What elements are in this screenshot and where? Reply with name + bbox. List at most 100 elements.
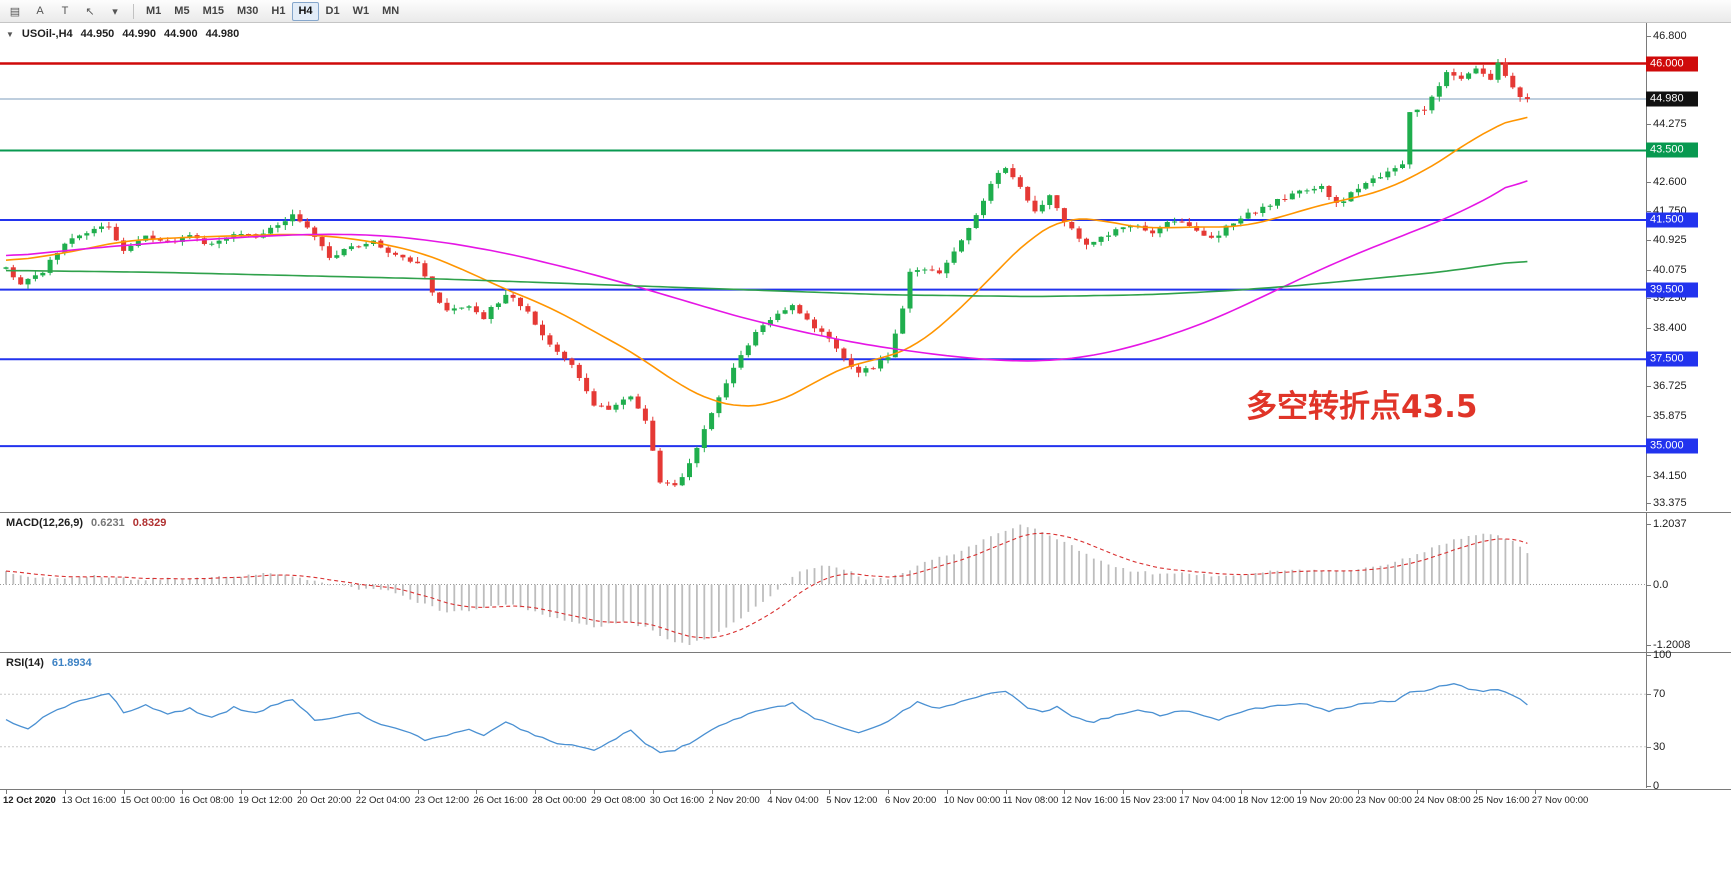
rsi-name: RSI(14) [6, 657, 44, 669]
time-label: 15 Oct 00:00 [120, 795, 175, 806]
macd-canvas[interactable] [0, 513, 1646, 652]
macd-name: MACD(12,26,9) [6, 517, 84, 529]
rsi-label: RSI(14) 61.8934 [6, 657, 92, 669]
time-tick [6, 790, 7, 794]
axis-tick-label: 40.075 [1646, 263, 1687, 276]
time-tick [1534, 790, 1536, 794]
chart-window-icon[interactable]: ▤ [9, 5, 21, 18]
time-label: 19 Oct 12:00 [238, 795, 293, 806]
time-tick [241, 790, 243, 794]
macd-main-value: 0.6231 [91, 517, 125, 529]
time-tick [1123, 790, 1125, 794]
axis-tick-label: 0.0 [1645, 578, 1669, 591]
axis-tick-label: 70 [1645, 688, 1666, 701]
price-badge: 41.500 [1646, 212, 1698, 228]
time-tick [1064, 790, 1066, 794]
line-tools-icon[interactable]: ↖ [85, 5, 95, 18]
time-tick [829, 790, 831, 794]
chart-annotation-text[interactable]: 多空转折点43.5 [1246, 389, 1478, 425]
time-label: 13 Oct 16:00 [61, 795, 117, 806]
time-label: 22 Oct 04:00 [355, 795, 411, 806]
price-badge: 44.980 [1646, 91, 1698, 107]
macd-signal-value: 0.8329 [132, 517, 167, 529]
time-tick [535, 790, 537, 794]
timeframe-mn[interactable]: MN [382, 5, 400, 17]
timeframe-h1[interactable]: H1 [271, 5, 286, 17]
time-label: 5 Nov 12:00 [826, 795, 878, 806]
open-value: 44.950 [80, 28, 115, 40]
time-tick [123, 790, 125, 794]
timeframe-w1[interactable]: W1 [352, 5, 370, 17]
timeframe-d1[interactable]: D1 [325, 5, 340, 17]
axis-tick-label: 44.275 [1646, 117, 1687, 130]
time-label: 20 Oct 20:00 [297, 795, 352, 806]
time-label: 16 Oct 08:00 [179, 795, 234, 806]
timeframe-m5[interactable]: M5 [174, 5, 190, 17]
time-label: 28 Oct 00:00 [532, 795, 587, 806]
axis-tick-label: 33.375 [1646, 496, 1687, 509]
time-tick [888, 790, 889, 794]
axis-tick-label: 42.600 [1646, 175, 1687, 188]
time-tick [476, 790, 478, 794]
time-tick [1358, 790, 1360, 794]
quick-trade-collapse-icon[interactable]: ▼ [6, 29, 14, 39]
chart-ohlc-title: ▼ USOil-,H4 44.950 44.990 44.900 44.980 [6, 28, 239, 40]
timeframe-buttons: M1 M5 M15 M30 H1 H4 D1 W1 MN [140, 1, 405, 21]
time-label: 30 Oct 16:00 [649, 795, 705, 806]
axis-tick-label: 0 [1645, 780, 1660, 792]
time-label: 11 Nov 08:00 [1002, 795, 1059, 806]
rsi-axis[interactable]: 100 70 30 0 [1645, 649, 1731, 792]
price-chart-canvas[interactable] [0, 23, 1646, 511]
time-tick [300, 790, 301, 794]
time-axis[interactable]: 12 Oct 2020 13 Oct 16:00 15 Oct 00:00 16 Oc… [0, 789, 1731, 813]
close-value: 44.980 [205, 28, 240, 40]
rsi-panel[interactable]: RSI(14) 61.8934 [0, 652, 1646, 788]
time-label: 12 Oct 2020 [3, 795, 56, 806]
rsi-canvas[interactable] [0, 653, 1646, 788]
axis-tick-label: 46.800 [1646, 29, 1687, 42]
timeframe-m30[interactable]: M30 [236, 5, 259, 17]
time-label: 10 Nov 00:00 [943, 795, 1001, 806]
timeframe-h4[interactable]: H4 [292, 1, 319, 21]
axis-tick-label: 40.925 [1646, 234, 1687, 247]
time-tick [711, 790, 713, 794]
price-axis[interactable]: 46.800 44.275 42.600 41.750 40.925 40.075 39.2… [1646, 23, 1731, 511]
price-badge: 39.500 [1646, 282, 1698, 298]
time-label: 4 Nov 04:00 [767, 795, 819, 806]
time-label: 19 Nov 20:00 [1296, 795, 1354, 806]
axis-tick-label: -1.2008 [1645, 639, 1691, 651]
time-tick [417, 790, 419, 794]
arrow-a-tool-icon[interactable]: A [36, 5, 44, 17]
time-tick [64, 790, 66, 794]
macd-label: MACD(12,26,9) 0.6231 0.8329 [6, 517, 166, 529]
price-badge: 46.000 [1646, 56, 1698, 72]
macd-panel[interactable]: MACD(12,26,9) 0.6231 0.8329 [0, 512, 1646, 652]
time-tick [946, 790, 948, 794]
axis-tick-label: 38.400 [1646, 321, 1687, 334]
axis-tick-label: 34.150 [1646, 469, 1687, 482]
axis-tick-label: 36.725 [1646, 380, 1687, 393]
timeframe-m1[interactable]: M1 [146, 5, 162, 17]
time-label: 23 Nov 00:00 [1355, 795, 1412, 806]
time-label: 23 Oct 12:00 [414, 795, 469, 806]
dropdown-caret-icon[interactable]: ▾ [112, 5, 118, 18]
time-label: 6 Nov 20:00 [885, 795, 937, 806]
low-value: 44.900 [163, 28, 198, 40]
macd-axis[interactable]: 1.2037 0.0 -1.2008 [1645, 512, 1731, 652]
time-tick [770, 790, 772, 794]
time-tick [652, 790, 654, 794]
main-chart-panel[interactable]: ▼ USOil-,H4 44.950 44.990 44.900 44.980 … [0, 23, 1646, 511]
time-label: 24 Nov 08:00 [1414, 795, 1471, 806]
time-label: 18 Nov 12:00 [1237, 795, 1295, 806]
time-tick [1299, 790, 1301, 794]
toolbar-separator [133, 3, 134, 19]
time-label: 2 Nov 20:00 [708, 795, 760, 806]
timeframe-m15[interactable]: M15 [202, 5, 224, 17]
time-label: 25 Nov 16:00 [1473, 795, 1530, 806]
time-label: 12 Nov 16:00 [1061, 795, 1118, 806]
time-tick [358, 790, 360, 794]
time-label: 15 Nov 23:00 [1120, 795, 1177, 806]
text-box-tool-icon[interactable]: T [61, 5, 69, 17]
axis-tick-label: 100 [1645, 649, 1672, 661]
